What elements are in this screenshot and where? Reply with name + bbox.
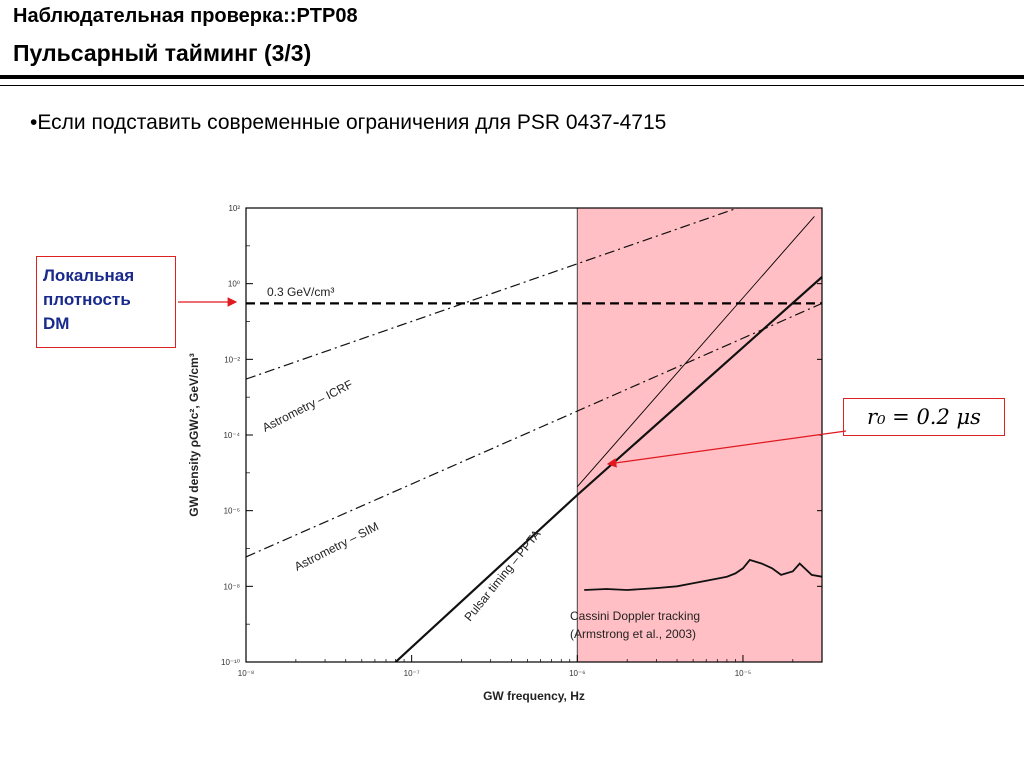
y-axis-label: GW density ρGWc², GeV/cm³	[187, 353, 201, 516]
dm-label-line1: Локальная	[43, 266, 135, 285]
dm-label-line2: плотность	[43, 290, 131, 309]
label-astrometry-sim: Astrometry – SIM	[292, 519, 381, 574]
y-tick-label: 10⁻⁶	[224, 507, 240, 516]
x-tick-label: 10⁻⁵	[735, 669, 751, 678]
r0-constraint-label: r₀ = 0.2 μs	[843, 398, 1005, 436]
series-line-pulsar-timing-ppta	[394, 276, 822, 662]
series-line-astrometry-sim	[246, 302, 822, 558]
dm-label-line3: DM	[43, 314, 70, 333]
x-tick-label: 10⁻⁸	[238, 669, 255, 678]
y-tick-label: 10²	[228, 204, 240, 213]
series-line-unnamed-4	[576, 216, 815, 487]
x-axis-label: GW frequency, Hz	[483, 689, 585, 703]
label-cassini-line2: (Armstrong et al., 2003)	[570, 627, 696, 641]
slide-title-line1: Наблюдательная проверка::PTP08	[13, 5, 358, 27]
y-tick-label: 10⁻²	[224, 355, 240, 364]
series-line-cassini-doppler-tracking-armstrong-et-al-2003	[584, 558, 822, 591]
x-tick-label: 10⁻⁷	[404, 669, 420, 678]
header-rule-thin	[0, 85, 1024, 86]
label-pulsar-timing-ppta: Pulsar timing – PPTA	[461, 527, 543, 624]
y-tick-label: 10⁻⁴	[223, 431, 240, 440]
local-dm-density-label: Локальная плотность DM	[36, 256, 176, 348]
label-cassini-line1: Cassini Doppler tracking	[570, 609, 700, 623]
bullet-text: •Если подставить современные ограничения…	[30, 111, 667, 134]
r0-arrow	[606, 430, 847, 468]
header-rule-thick	[0, 75, 1024, 79]
y-tick-label: 10⁻¹⁰	[221, 658, 240, 667]
slide-title-line2: Пульсарный тайминг (3/3)	[13, 40, 312, 66]
series-line-astrometry-icrf	[246, 208, 740, 380]
x-tick-label: 10⁻⁶	[569, 669, 585, 678]
label-astrometry-icrf: Astrometry – ICRF	[260, 377, 355, 435]
excluded-region-shade	[576, 207, 823, 663]
label-density-line: 0.3 GeV/cm³	[267, 285, 334, 299]
y-tick-label: 10⁻⁸	[224, 582, 241, 591]
y-tick-label: 10⁰	[228, 280, 240, 289]
plot-frame	[245, 207, 823, 663]
